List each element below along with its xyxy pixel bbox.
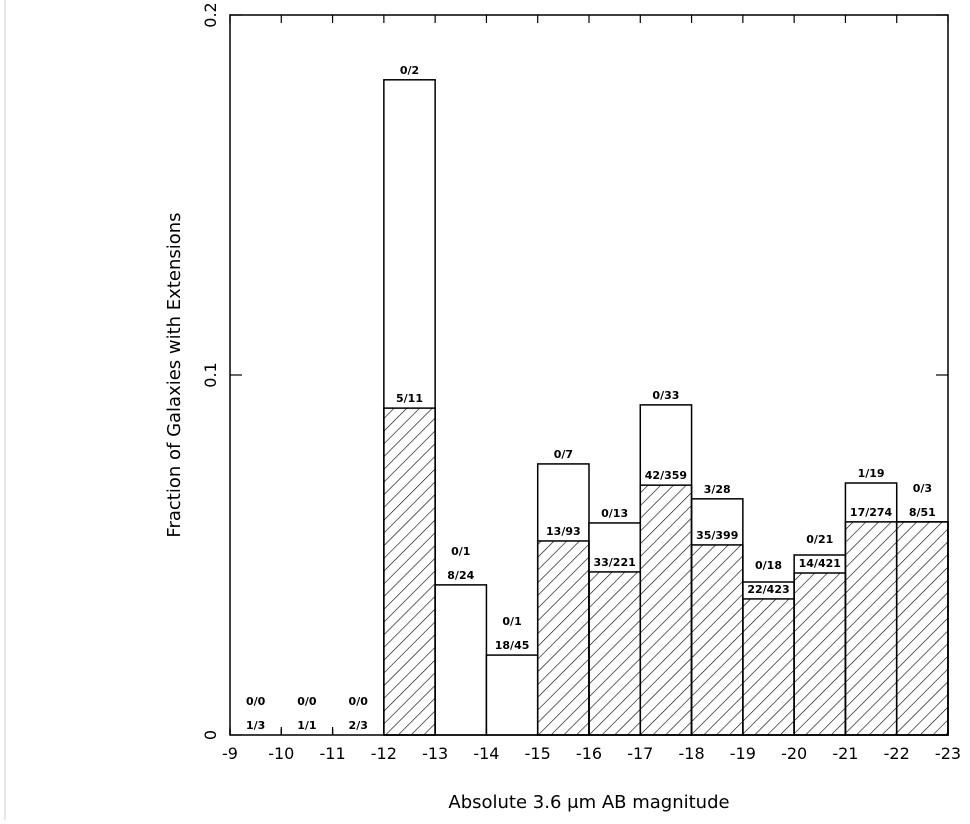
x-tick-label: -17	[627, 744, 653, 763]
x-tick-label: -11	[320, 744, 346, 763]
bar-annotation: 17/274	[850, 506, 893, 519]
x-tick-label: -21	[832, 744, 858, 763]
hatched-bar	[895, 521, 949, 736]
y-axis-label: Fraction of Galaxies with Extensions	[164, 212, 185, 537]
bar-annotation: 8/24	[447, 569, 474, 582]
bar-annotation: 0/2	[400, 64, 419, 77]
bar-annotation: 42/359	[645, 469, 687, 482]
hatched-bar	[793, 572, 847, 736]
bar-annotation: 0/7	[554, 448, 573, 461]
bar-annotation: 0/0	[349, 695, 369, 708]
bar-annotation: 0/0	[246, 695, 266, 708]
x-tick-label: -9	[222, 744, 238, 763]
bar-annotation: 22/423	[747, 583, 789, 596]
y-tick-label: 0.1	[201, 362, 220, 387]
bar-annotation: 3/28	[704, 483, 731, 496]
bar-annotation: 0/18	[755, 559, 782, 572]
bar	[485, 654, 539, 736]
x-tick-label: -22	[884, 744, 910, 763]
x-tick-label: -15	[525, 744, 551, 763]
bar-annotation: 1/1	[297, 719, 316, 732]
hatched-bar	[844, 521, 898, 736]
bar-annotation: 18/45	[495, 639, 530, 652]
bar-annotation: 0/3	[913, 482, 932, 495]
bar-annotation: 8/51	[909, 506, 936, 519]
bar	[434, 584, 488, 736]
hatched-bar	[536, 540, 590, 736]
bar-annotation: 0/1	[502, 615, 521, 628]
bar-annotation: 0/21	[806, 533, 833, 546]
x-tick-label: -20	[781, 744, 807, 763]
bar-annotation: 33/221	[593, 556, 635, 569]
y-tick-label: 0	[201, 730, 220, 740]
bar-annotation: 0/0	[297, 695, 317, 708]
x-tick-label: -23	[935, 744, 961, 763]
x-tick-label: -18	[679, 744, 705, 763]
hatched-bar	[639, 484, 693, 736]
bar-annotation: 35/399	[696, 529, 738, 542]
bar-annotation: 14/421	[799, 557, 841, 570]
hatched-bar	[588, 571, 642, 736]
bar-annotation: 13/93	[546, 525, 581, 538]
bar-annotation: 5/11	[396, 392, 423, 405]
bar-annotation: 0/1	[451, 545, 470, 558]
y-tick-label: 0.2	[201, 2, 220, 27]
x-tick-label: -13	[422, 744, 448, 763]
x-tick-label: -19	[730, 744, 756, 763]
x-tick-label: -16	[576, 744, 602, 763]
x-tick-label: -12	[371, 744, 397, 763]
x-tick-label: -10	[268, 744, 294, 763]
bar-annotation: 1/3	[246, 719, 265, 732]
bar-annotation: 2/3	[349, 719, 368, 732]
x-axis-label: Absolute 3.6 μm AB magnitude	[448, 792, 729, 813]
hatched-bar	[742, 598, 795, 736]
hatched-bar	[383, 407, 436, 736]
bar-annotation: 0/33	[652, 389, 679, 402]
bar-annotation: 1/19	[858, 467, 885, 480]
x-tick-label: -14	[473, 744, 499, 763]
hatched-bar	[690, 544, 744, 736]
bar-annotation: 0/13	[601, 507, 628, 520]
